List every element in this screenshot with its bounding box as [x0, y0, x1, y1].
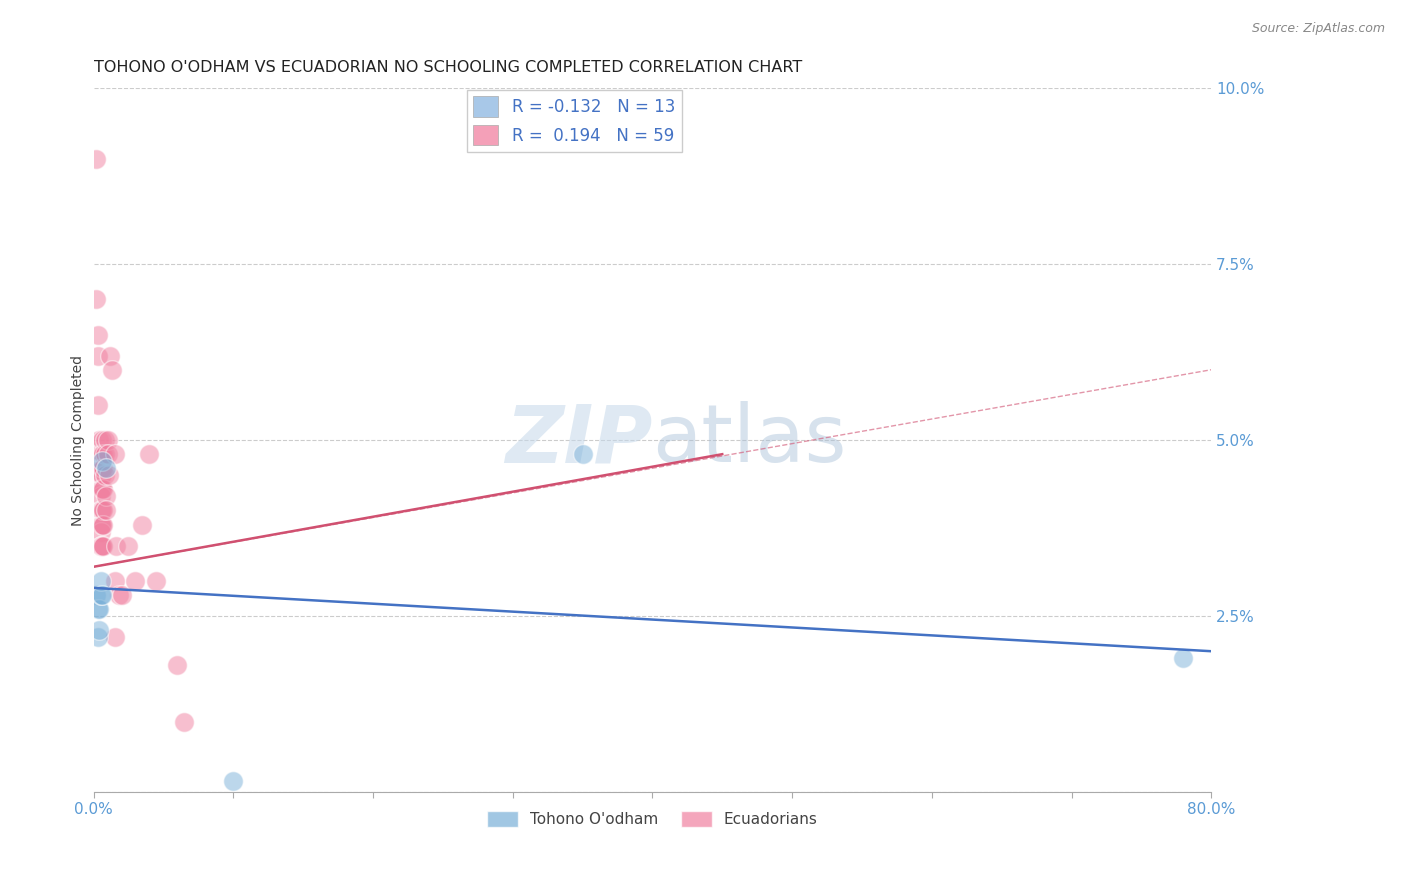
- Point: [89, 447, 111, 461]
- Point: [89, 433, 111, 447]
- Point: [89, 461, 111, 475]
- Point: [89, 447, 111, 461]
- Point: [571, 447, 593, 461]
- Point: [91, 468, 114, 483]
- Point: [90, 539, 112, 553]
- Text: ZIP: ZIP: [505, 401, 652, 479]
- Point: [97, 468, 120, 483]
- Point: [90, 503, 112, 517]
- Point: [107, 588, 129, 602]
- Point: [87, 398, 110, 412]
- Point: [87, 349, 110, 363]
- Text: atlas: atlas: [652, 401, 846, 479]
- Point: [91, 539, 114, 553]
- Point: [93, 539, 115, 553]
- Text: TOHONO O'ODHAM VS ECUADORIAN NO SCHOOLING COMPLETED CORRELATION CHART: TOHONO O'ODHAM VS ECUADORIAN NO SCHOOLIN…: [94, 60, 801, 75]
- Point: [86, 588, 108, 602]
- Point: [90, 461, 112, 475]
- Point: [86, 152, 108, 166]
- Point: [104, 539, 127, 553]
- Point: [90, 539, 112, 553]
- Point: [86, 293, 108, 307]
- Point: [96, 433, 118, 447]
- Point: [94, 490, 117, 504]
- Point: [93, 447, 115, 461]
- Point: [1173, 651, 1195, 665]
- Text: Source: ZipAtlas.com: Source: ZipAtlas.com: [1251, 22, 1385, 36]
- Point: [145, 574, 167, 588]
- Point: [91, 454, 114, 468]
- Point: [91, 461, 114, 475]
- Point: [98, 349, 121, 363]
- Point: [94, 468, 117, 483]
- Point: [93, 517, 115, 532]
- Point: [166, 658, 188, 673]
- Point: [90, 483, 112, 497]
- Point: [173, 714, 195, 729]
- Point: [124, 574, 146, 588]
- Point: [91, 433, 114, 447]
- Point: [103, 574, 125, 588]
- Point: [91, 483, 114, 497]
- Point: [94, 447, 117, 461]
- Point: [89, 461, 111, 475]
- Point: [93, 503, 115, 517]
- Point: [117, 539, 139, 553]
- Legend: Tohono O'odham, Ecuadorians: Tohono O'odham, Ecuadorians: [481, 805, 824, 834]
- Point: [87, 630, 110, 644]
- Point: [93, 461, 115, 475]
- Point: [90, 447, 112, 461]
- Point: [91, 588, 114, 602]
- Point: [96, 447, 118, 461]
- Point: [90, 517, 112, 532]
- Point: [90, 524, 112, 539]
- Point: [87, 327, 110, 342]
- Point: [90, 574, 112, 588]
- Point: [90, 517, 112, 532]
- Point: [90, 490, 112, 504]
- Point: [94, 461, 117, 475]
- Point: [91, 517, 114, 532]
- Point: [87, 602, 110, 616]
- Point: [93, 483, 115, 497]
- Point: [90, 588, 112, 602]
- Point: [90, 483, 112, 497]
- Point: [90, 468, 112, 483]
- Y-axis label: No Schooling Completed: No Schooling Completed: [72, 355, 86, 525]
- Point: [89, 602, 111, 616]
- Point: [89, 623, 111, 637]
- Point: [94, 503, 117, 517]
- Point: [103, 630, 125, 644]
- Point: [100, 363, 122, 377]
- Point: [131, 517, 153, 532]
- Point: [91, 503, 114, 517]
- Point: [138, 447, 160, 461]
- Point: [222, 774, 245, 789]
- Point: [103, 447, 125, 461]
- Point: [94, 433, 117, 447]
- Point: [91, 447, 114, 461]
- Point: [110, 588, 132, 602]
